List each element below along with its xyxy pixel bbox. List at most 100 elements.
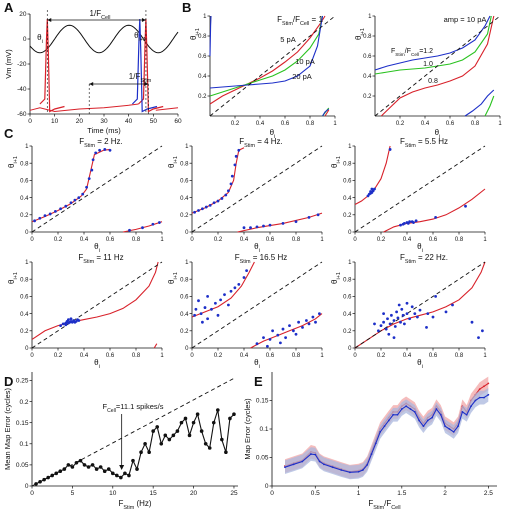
identity-line bbox=[209, 15, 336, 117]
y-tick-label: 0.8 bbox=[20, 277, 29, 283]
scatter-point bbox=[229, 289, 233, 293]
data-point bbox=[361, 469, 364, 471]
subscript: Stim bbox=[240, 259, 251, 265]
panel-title: FStim = 2 Hz. bbox=[79, 137, 123, 149]
text-part: F bbox=[400, 137, 405, 146]
scatter-point bbox=[220, 197, 224, 200]
data-point bbox=[435, 408, 438, 410]
data-point bbox=[224, 450, 228, 455]
text-part: /F bbox=[384, 499, 391, 508]
scatter-point bbox=[85, 185, 88, 189]
scatter-point bbox=[54, 209, 57, 213]
x-tick-label: 1 bbox=[320, 237, 324, 243]
text-part: F bbox=[235, 253, 240, 262]
scatter-point bbox=[158, 221, 161, 224]
data-point bbox=[220, 437, 224, 442]
scatter-point bbox=[412, 221, 415, 224]
x-tick-label: 2 bbox=[443, 490, 447, 497]
scatter-point bbox=[311, 315, 315, 319]
scatter-point bbox=[73, 198, 77, 202]
text-part: (Hz) bbox=[134, 499, 152, 508]
y-tick-label: 0.8 bbox=[198, 34, 207, 40]
data-point bbox=[163, 433, 168, 438]
scatter-point bbox=[268, 223, 272, 227]
x-tick-label: 0.4 bbox=[80, 353, 89, 359]
text-part: θ bbox=[330, 163, 339, 168]
identity-line bbox=[31, 145, 163, 233]
data-point bbox=[94, 467, 99, 471]
x-tick-label: 0.6 bbox=[106, 353, 115, 359]
scatter-point bbox=[281, 327, 285, 331]
data-point bbox=[119, 475, 123, 480]
data-point bbox=[70, 465, 75, 469]
text-part: = 2 Hz. bbox=[95, 137, 123, 146]
scatter-point bbox=[451, 303, 454, 307]
y-tick-label: 0 bbox=[348, 230, 352, 236]
panel-title: FStim = 16.5 Hz bbox=[235, 253, 287, 265]
scatter-point bbox=[216, 313, 220, 317]
data-point bbox=[483, 396, 485, 399]
scatter-point bbox=[229, 182, 233, 186]
scatter-point bbox=[43, 214, 47, 218]
scatter-point bbox=[67, 318, 70, 322]
data-point bbox=[115, 473, 119, 478]
text-part: θ bbox=[189, 35, 198, 40]
text-part: θ bbox=[435, 128, 440, 137]
y-tick-label: 0 bbox=[185, 230, 189, 236]
red-spike bbox=[39, 18, 65, 113]
x-tick-label: 0 bbox=[353, 237, 357, 243]
scatter-point bbox=[292, 329, 295, 333]
text-part: F bbox=[79, 137, 84, 146]
scatter-point bbox=[204, 205, 208, 209]
x-tick-label: 0.6 bbox=[429, 237, 438, 243]
scatter-point bbox=[481, 329, 484, 333]
text-part: θ bbox=[7, 163, 16, 168]
text-part: θ bbox=[417, 358, 422, 367]
scatter-point bbox=[390, 313, 393, 317]
text-part: θ bbox=[354, 35, 363, 40]
scatter-point bbox=[373, 322, 376, 326]
x-tick-label: 0.4 bbox=[403, 353, 412, 359]
y-axis-title: Mean Map Error (cycles) bbox=[3, 387, 12, 470]
red-spike bbox=[138, 18, 164, 113]
data-point bbox=[396, 413, 399, 416]
subscript: Cell bbox=[300, 21, 309, 27]
scatter-point bbox=[294, 220, 298, 224]
x-tick-label: 25 bbox=[230, 490, 238, 497]
x-tick-label: 30 bbox=[100, 118, 108, 125]
scatter-point bbox=[194, 307, 198, 311]
text-part: θ bbox=[417, 242, 422, 251]
scatter-point bbox=[268, 338, 272, 341]
x-tick-label: 0.2 bbox=[214, 353, 223, 359]
x-axis-title: θi bbox=[254, 358, 260, 370]
scatter-point bbox=[395, 310, 398, 314]
y-tick-label: 1 bbox=[185, 144, 189, 150]
x-tick-label: 1 bbox=[160, 237, 164, 243]
y-tick-label: 0.2 bbox=[363, 94, 372, 100]
scatter-point bbox=[387, 332, 391, 336]
x-tick-label: 5 bbox=[71, 490, 75, 497]
scatter-point bbox=[242, 276, 246, 279]
y-axis-title: θi+1 bbox=[354, 28, 366, 40]
scatter-point bbox=[242, 226, 246, 230]
panel-c-5: 0 0.2 0.4 0.6 0.8 1 0 0.2 0.4 0.6 0.8 1 FStim = 16.5… bbox=[167, 253, 324, 370]
scatter-point bbox=[307, 215, 311, 219]
y-tick-label: 0 bbox=[25, 346, 29, 352]
y-tick-label: 0.4 bbox=[343, 312, 352, 318]
scatter-point bbox=[410, 305, 414, 309]
scatter-point bbox=[464, 204, 467, 208]
scatter-point bbox=[33, 219, 36, 223]
x-axis-title: θi bbox=[417, 358, 423, 370]
scatter-point bbox=[403, 222, 406, 225]
scatter-point bbox=[59, 207, 62, 211]
text-part: 1/F bbox=[129, 72, 141, 81]
red-curve bbox=[237, 212, 323, 233]
blue-error-band bbox=[285, 388, 489, 480]
x-tick-label: 0.2 bbox=[231, 121, 240, 127]
subscript: i+1 bbox=[360, 28, 366, 35]
x-tick-label: 0.2 bbox=[377, 353, 386, 359]
identity-line bbox=[31, 261, 163, 349]
subscript: Stim bbox=[123, 505, 134, 511]
text-part: θ bbox=[167, 163, 176, 168]
subscript: i+1 bbox=[139, 37, 146, 43]
